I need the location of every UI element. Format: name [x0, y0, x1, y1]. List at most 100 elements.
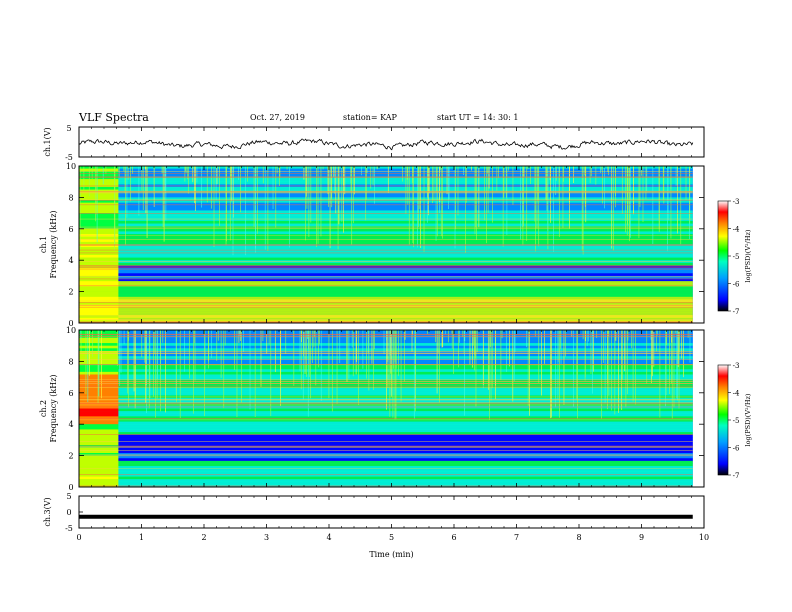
early-burst-cell	[79, 231, 119, 235]
frequency-band	[79, 197, 693, 201]
frequency-band	[79, 186, 693, 190]
early-burst-cell	[79, 416, 119, 420]
colorbar-label: log(PSD)(V²/Hz)	[744, 229, 752, 282]
early-burst-cell	[79, 418, 119, 422]
frequency-band	[79, 168, 693, 172]
frequency-band	[79, 247, 693, 251]
early-burst-cell	[79, 257, 119, 261]
frequency-band	[79, 369, 693, 373]
frequency-band	[79, 348, 693, 352]
x-tick-label: 5	[389, 533, 394, 542]
y-label-channel: ch.2	[39, 400, 48, 417]
early-burst-cell	[79, 452, 119, 456]
frequency-band	[79, 312, 693, 316]
frequency-band	[79, 254, 693, 258]
frequency-band	[79, 275, 693, 279]
y-tick-label: 5	[66, 492, 71, 501]
frequency-band	[79, 268, 693, 271]
ch1-y-label: ch.1(V)	[43, 127, 52, 156]
early-burst-cell	[79, 413, 119, 417]
early-burst-cell	[79, 194, 119, 198]
frequency-band	[79, 226, 693, 230]
early-burst-cell	[79, 286, 119, 290]
frequency-band	[79, 437, 693, 441]
frequency-band	[79, 374, 693, 378]
y-label-frequency: Frequency (kHz)	[49, 374, 58, 442]
frequency-band	[79, 220, 693, 224]
early-burst-cell	[79, 247, 119, 251]
early-burst-cell	[79, 202, 119, 206]
early-burst-cell	[79, 244, 119, 248]
y-tick-label: 2	[68, 288, 73, 297]
colorbar-tick-label: -6	[733, 281, 740, 289]
y-tick-label: 6	[68, 389, 73, 398]
frequency-band	[79, 337, 693, 341]
station-label: station= KAP	[343, 113, 397, 122]
colorbar-tick-label: -4	[733, 226, 740, 234]
frequency-band	[79, 405, 693, 409]
frequency-band	[79, 309, 693, 313]
early-burst-cell	[79, 218, 119, 222]
early-burst-cell	[79, 307, 119, 311]
early-burst-cell	[79, 424, 119, 428]
early-burst-cell	[79, 437, 119, 441]
early-burst-cell	[79, 281, 119, 285]
early-burst-cell	[79, 262, 119, 266]
frequency-band	[79, 353, 693, 357]
y-tick-label: 10	[66, 326, 76, 335]
y-tick-label: 6	[68, 225, 73, 234]
frequency-band	[79, 476, 693, 480]
early-burst-cell	[79, 466, 119, 469]
early-burst-cell	[79, 273, 119, 277]
frequency-band	[79, 179, 693, 182]
x-tick-label: 7	[514, 533, 519, 542]
y-tick-label: 8	[68, 193, 73, 202]
early-burst-cell	[79, 317, 119, 321]
early-burst-cell	[79, 213, 119, 217]
early-burst-cell	[79, 249, 119, 253]
frequency-band	[79, 307, 693, 311]
frequency-band	[79, 345, 693, 349]
early-burst-cell	[79, 434, 119, 438]
frequency-band	[79, 218, 693, 222]
frequency-band	[79, 458, 693, 462]
early-burst-cell	[79, 166, 119, 169]
early-burst-cell	[79, 481, 119, 485]
frequency-band	[79, 181, 693, 185]
frequency-band	[79, 356, 693, 360]
frequency-band	[79, 241, 693, 245]
colorbar-tick-label: -7	[733, 472, 740, 480]
y-tick-label: 2	[68, 452, 73, 461]
frequency-band	[79, 471, 693, 475]
frequency-band	[79, 278, 693, 282]
frequency-band	[79, 450, 693, 454]
early-burst-cell	[79, 275, 119, 279]
early-burst-cell	[79, 207, 119, 211]
frequency-band	[79, 371, 693, 375]
ch1-waveform-frame	[78, 126, 705, 158]
frequency-band	[79, 192, 693, 196]
frequency-band	[79, 202, 693, 206]
early-burst-cell	[79, 239, 119, 243]
frequency-band	[79, 273, 693, 277]
ch3-y-label: ch.3(V)	[43, 497, 52, 526]
frequency-band	[79, 411, 693, 415]
frequency-band	[79, 377, 693, 381]
early-burst-cell	[79, 268, 119, 271]
frequency-band	[79, 210, 693, 214]
frequency-band	[79, 315, 693, 319]
frequency-band	[79, 468, 693, 472]
early-burst-cell	[79, 405, 119, 409]
early-burst-cell	[79, 173, 119, 177]
early-burst-cell	[79, 309, 119, 313]
y-tick-label: 5	[66, 124, 71, 133]
frequency-band	[79, 392, 693, 396]
early-burst-cell	[79, 215, 119, 219]
early-burst-cell	[79, 476, 119, 480]
colorbar	[717, 200, 729, 312]
frequency-band	[79, 432, 693, 435]
early-burst-cell	[79, 291, 119, 295]
y-tick-label: 0	[68, 483, 73, 492]
early-burst-cell	[79, 471, 119, 475]
